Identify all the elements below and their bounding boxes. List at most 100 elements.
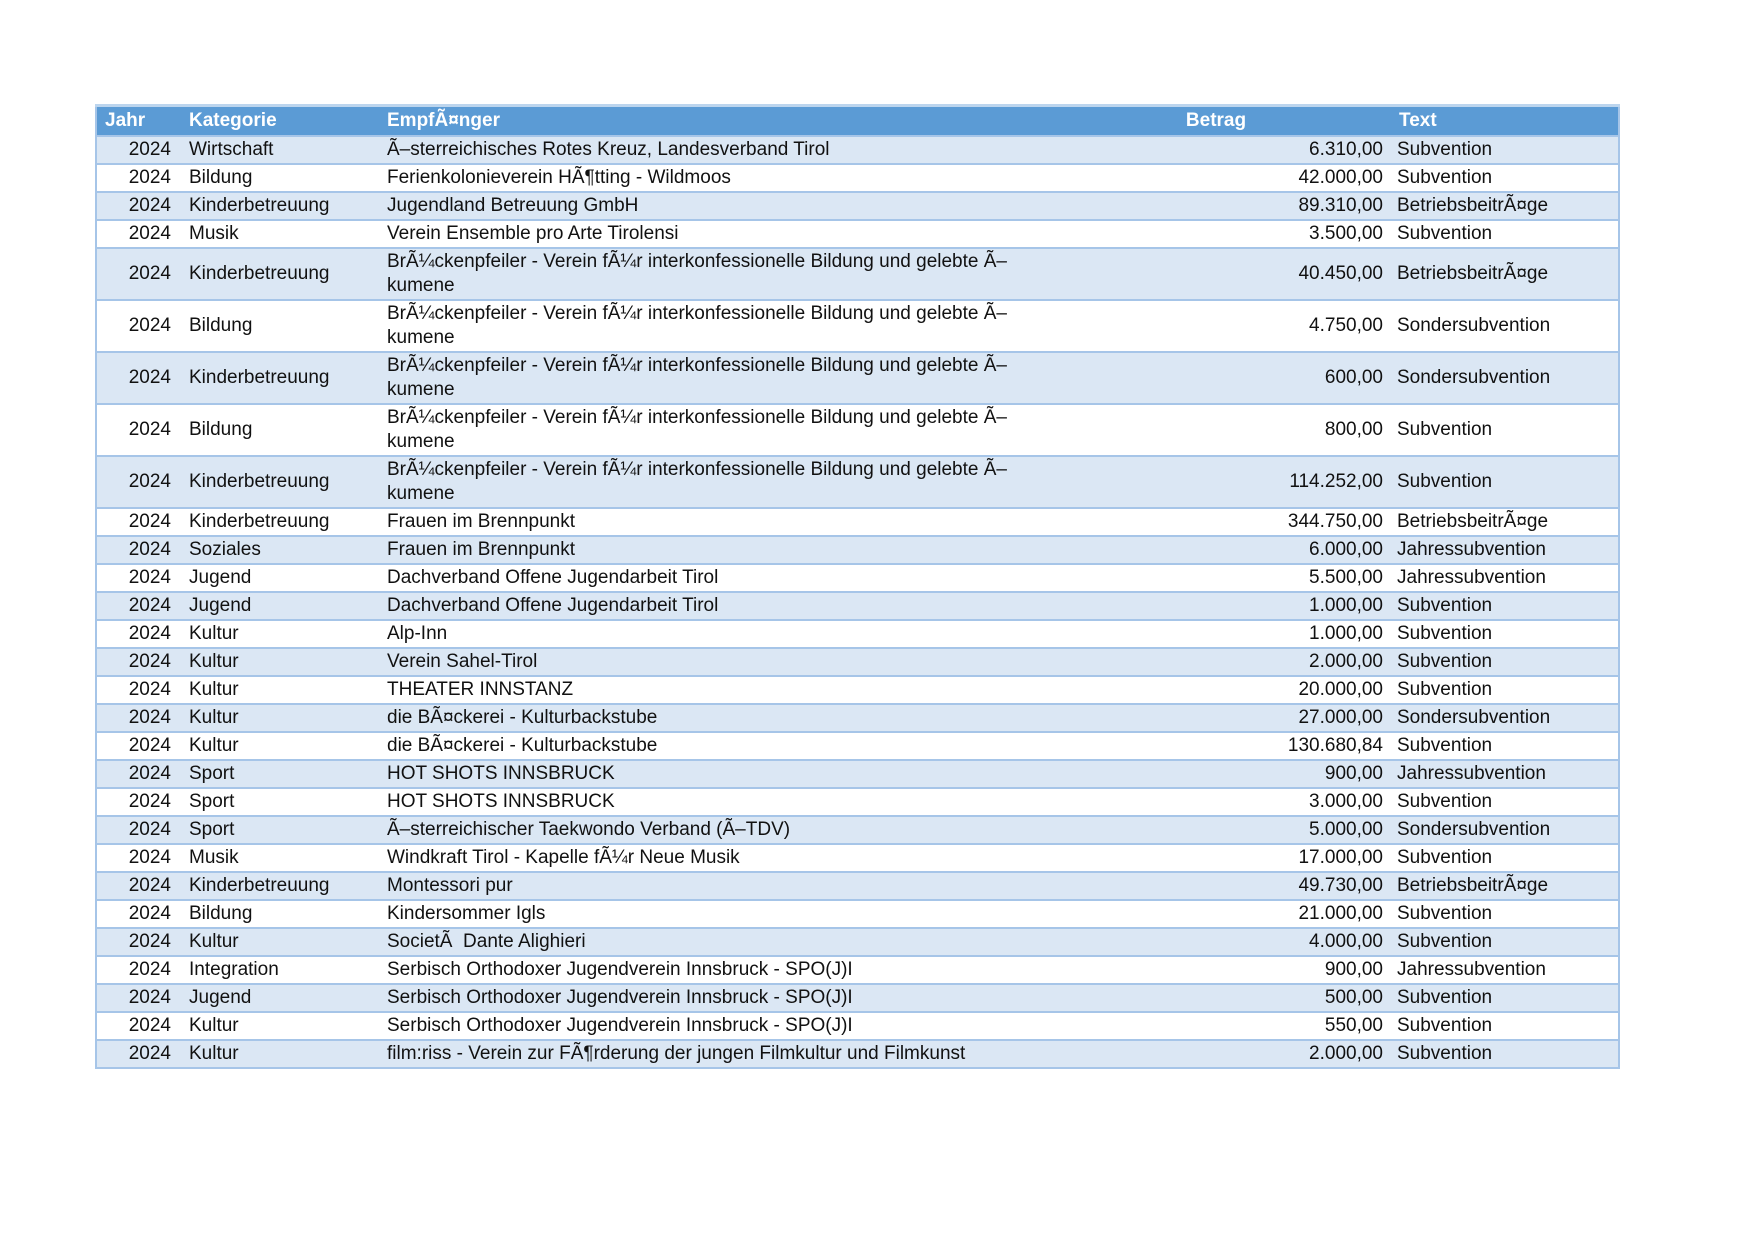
cell-kategorie: Kinderbetreuung <box>181 871 381 901</box>
cell-text: Subvention <box>1391 1039 1619 1069</box>
cell-empfaenger: Verein Sahel-Tirol <box>381 647 1041 677</box>
cell-betrag: 17.000,00 <box>1041 843 1391 873</box>
cell-empfaenger: Ferienkolonieverein HÃ¶tting - Wildmoos <box>381 163 1041 193</box>
cell-kategorie: Kultur <box>181 731 381 761</box>
cell-kategorie: Kinderbetreuung <box>181 351 381 405</box>
cell-text: Subvention <box>1391 983 1619 1013</box>
cell-text: Subvention <box>1391 163 1619 193</box>
table-row: 2024 Soziales Frauen im Brennpunkt 6.000… <box>96 535 1619 565</box>
table-row: 2024 Kinderbetreuung BrÃ¼ckenpfeiler - V… <box>96 247 1619 301</box>
cell-empfaenger: THEATER INNSTANZ <box>381 675 1041 705</box>
table-row: 2024 Bildung BrÃ¼ckenpfeiler - Verein fÃ… <box>96 403 1619 457</box>
table-row: 2024 Kinderbetreuung Jugendland Betreuun… <box>96 191 1619 221</box>
column-header-text: Text <box>1391 104 1619 137</box>
cell-empfaenger: Serbisch Orthodoxer Jugendverein Innsbru… <box>381 1011 1041 1041</box>
subsidy-table-container: Jahr Kategorie EmpfÃ¤nger Betrag Text 20… <box>95 104 1620 1069</box>
cell-betrag: 3.500,00 <box>1041 219 1391 249</box>
cell-empfaenger: HOT SHOTS INNSBRUCK <box>381 787 1041 817</box>
cell-kategorie: Sport <box>181 787 381 817</box>
cell-jahr: 2024 <box>96 983 181 1013</box>
column-header-kategorie: Kategorie <box>181 104 381 137</box>
cell-text: Sondersubvention <box>1391 815 1619 845</box>
table-row: 2024 Kultur die BÃ¤ckerei - Kulturbackst… <box>96 731 1619 761</box>
column-header-betrag: Betrag <box>1041 104 1391 137</box>
cell-jahr: 2024 <box>96 1011 181 1041</box>
table-row: 2024 Kultur film:riss - Verein zur FÃ¶rd… <box>96 1039 1619 1069</box>
cell-empfaenger: Alp-Inn <box>381 619 1041 649</box>
cell-text: Subvention <box>1391 1011 1619 1041</box>
cell-betrag: 900,00 <box>1041 759 1391 789</box>
cell-jahr: 2024 <box>96 647 181 677</box>
cell-betrag: 4.000,00 <box>1041 927 1391 957</box>
cell-jahr: 2024 <box>96 299 181 353</box>
cell-betrag: 21.000,00 <box>1041 899 1391 929</box>
cell-text: Subvention <box>1391 219 1619 249</box>
cell-kategorie: Kultur <box>181 927 381 957</box>
cell-jahr: 2024 <box>96 455 181 509</box>
cell-empfaenger: BrÃ¼ckenpfeiler - Verein fÃ¼r interkonfe… <box>381 247 1041 301</box>
cell-empfaenger: HOT SHOTS INNSBRUCK <box>381 759 1041 789</box>
cell-betrag: 114.252,00 <box>1041 455 1391 509</box>
cell-betrag: 130.680,84 <box>1041 731 1391 761</box>
subsidy-table: Jahr Kategorie EmpfÃ¤nger Betrag Text 20… <box>95 104 1620 1069</box>
cell-jahr: 2024 <box>96 163 181 193</box>
cell-betrag: 2.000,00 <box>1041 647 1391 677</box>
table-row: 2024 Kultur THEATER INNSTANZ 20.000,00 S… <box>96 675 1619 705</box>
table-row: 2024 Jugend Dachverband Offene Jugendarb… <box>96 591 1619 621</box>
cell-betrag: 6.000,00 <box>1041 535 1391 565</box>
cell-empfaenger: Verein Ensemble pro Arte Tirolensi <box>381 219 1041 249</box>
cell-empfaenger: film:riss - Verein zur FÃ¶rderung der ju… <box>381 1039 1041 1069</box>
table-row: 2024 Kinderbetreuung Frauen im Brennpunk… <box>96 507 1619 537</box>
cell-kategorie: Bildung <box>181 899 381 929</box>
cell-empfaenger: Ã–sterreichisches Rotes Kreuz, Landesver… <box>381 135 1041 165</box>
cell-jahr: 2024 <box>96 731 181 761</box>
column-header-empfaenger: EmpfÃ¤nger <box>381 104 1041 137</box>
cell-empfaenger: die BÃ¤ckerei - Kulturbackstube <box>381 703 1041 733</box>
cell-text: Sondersubvention <box>1391 351 1619 405</box>
cell-betrag: 344.750,00 <box>1041 507 1391 537</box>
cell-text: Jahressubvention <box>1391 955 1619 985</box>
table-row: 2024 Sport Ã–sterreichischer Taekwondo V… <box>96 815 1619 845</box>
cell-jahr: 2024 <box>96 563 181 593</box>
cell-text: Subvention <box>1391 927 1619 957</box>
cell-betrag: 5.500,00 <box>1041 563 1391 593</box>
cell-kategorie: Kultur <box>181 675 381 705</box>
cell-empfaenger: Frauen im Brennpunkt <box>381 507 1041 537</box>
cell-jahr: 2024 <box>96 619 181 649</box>
cell-kategorie: Kinderbetreuung <box>181 455 381 509</box>
cell-kategorie: Kultur <box>181 647 381 677</box>
cell-kategorie: Bildung <box>181 163 381 193</box>
cell-kategorie: Kinderbetreuung <box>181 507 381 537</box>
column-header-jahr: Jahr <box>96 104 181 137</box>
cell-empfaenger: Dachverband Offene Jugendarbeit Tirol <box>381 563 1041 593</box>
cell-betrag: 550,00 <box>1041 1011 1391 1041</box>
table-row: 2024 Kultur Verein Sahel-Tirol 2.000,00 … <box>96 647 1619 677</box>
cell-text: Jahressubvention <box>1391 535 1619 565</box>
table-row: 2024 Kultur SocietÃ Dante Alighieri 4.00… <box>96 927 1619 957</box>
cell-empfaenger: Frauen im Brennpunkt <box>381 535 1041 565</box>
cell-kategorie: Kinderbetreuung <box>181 247 381 301</box>
table-header: Jahr Kategorie EmpfÃ¤nger Betrag Text <box>96 104 1619 137</box>
cell-betrag: 6.310,00 <box>1041 135 1391 165</box>
cell-text: BetriebsbeitrÃ¤ge <box>1391 871 1619 901</box>
cell-text: Subvention <box>1391 619 1619 649</box>
table-row: 2024 Kultur die BÃ¤ckerei - Kulturbackst… <box>96 703 1619 733</box>
table-row: 2024 Bildung Ferienkolonieverein HÃ¶ttin… <box>96 163 1619 193</box>
cell-text: BetriebsbeitrÃ¤ge <box>1391 507 1619 537</box>
cell-jahr: 2024 <box>96 507 181 537</box>
table-row: 2024 Jugend Dachverband Offene Jugendarb… <box>96 563 1619 593</box>
cell-betrag: 20.000,00 <box>1041 675 1391 705</box>
cell-kategorie: Integration <box>181 955 381 985</box>
cell-kategorie: Bildung <box>181 403 381 457</box>
cell-kategorie: Sport <box>181 815 381 845</box>
cell-kategorie: Jugend <box>181 591 381 621</box>
table-row: 2024 Kinderbetreuung BrÃ¼ckenpfeiler - V… <box>96 351 1619 405</box>
table-row: 2024 Musik Windkraft Tirol - Kapelle fÃ¼… <box>96 843 1619 873</box>
cell-betrag: 5.000,00 <box>1041 815 1391 845</box>
cell-jahr: 2024 <box>96 535 181 565</box>
cell-betrag: 27.000,00 <box>1041 703 1391 733</box>
cell-empfaenger: die BÃ¤ckerei - Kulturbackstube <box>381 731 1041 761</box>
cell-jahr: 2024 <box>96 135 181 165</box>
cell-jahr: 2024 <box>96 351 181 405</box>
table-row: 2024 Sport HOT SHOTS INNSBRUCK 900,00 Ja… <box>96 759 1619 789</box>
